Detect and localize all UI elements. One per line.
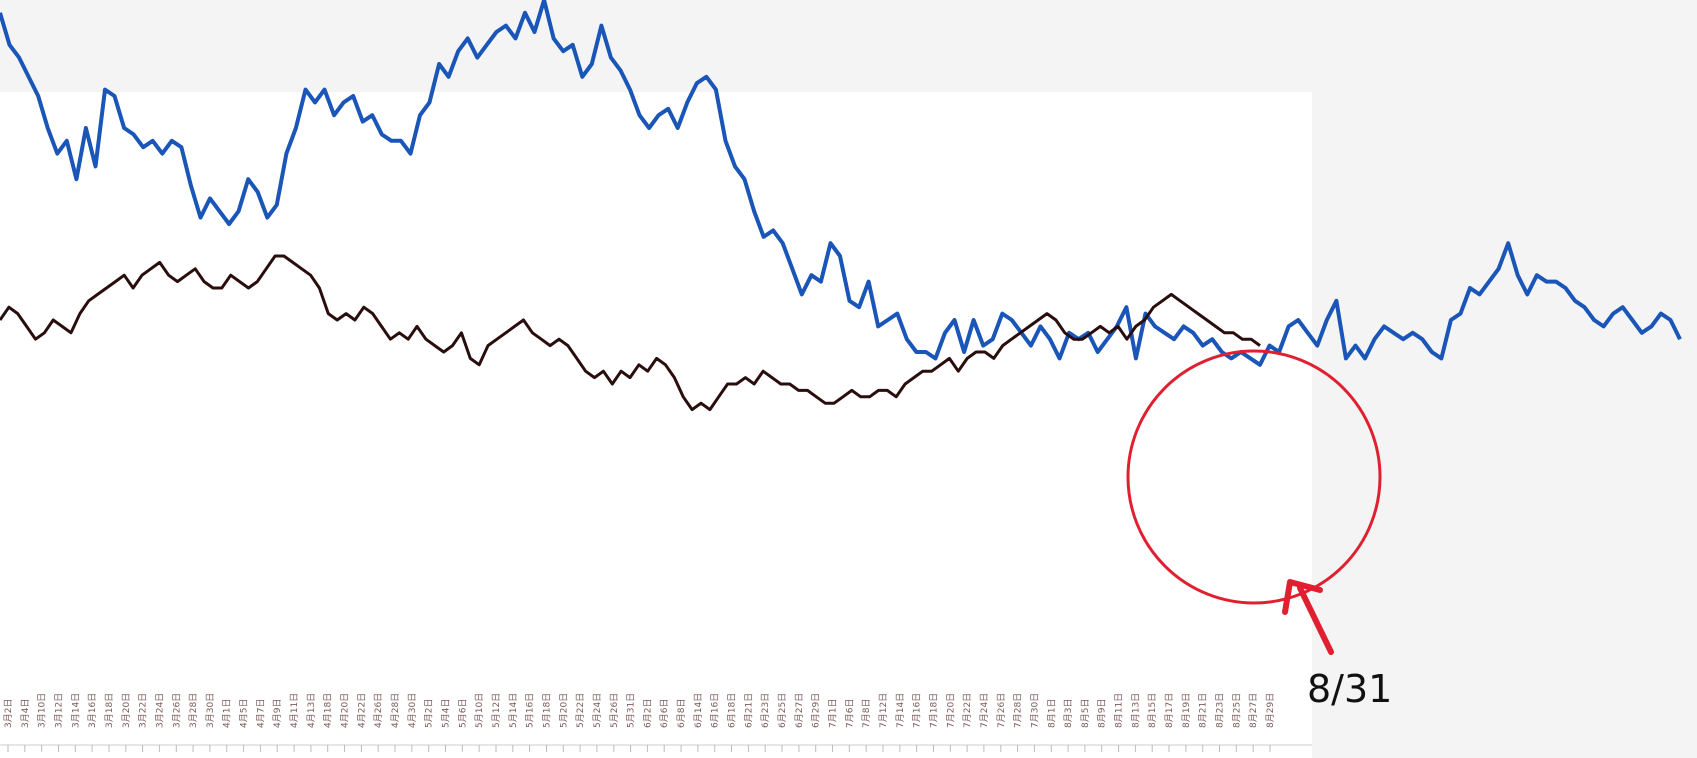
x-tick-label: 5月2日	[424, 699, 435, 728]
x-tick-label: 4月9日	[272, 699, 283, 728]
x-tick-label: 3月12日	[54, 693, 65, 728]
x-tick-label: 5月16日	[525, 693, 536, 728]
background	[0, 92, 1312, 758]
x-tick-label: 3月16日	[87, 693, 98, 728]
x-tick-label: 6月6日	[659, 699, 670, 728]
x-tick-label: 3月26日	[171, 693, 182, 728]
x-tick-label: 8月13日	[1130, 693, 1141, 728]
x-tick-label: 7月24日	[979, 693, 990, 728]
x-tick-label: 3月14日	[70, 693, 81, 728]
x-tick-label: 6月2日	[642, 699, 653, 728]
x-tick-label: 7月28日	[1013, 693, 1024, 728]
x-tick-label: 3月24日	[154, 693, 165, 728]
chart-panel	[0, 92, 1312, 758]
x-tick-label: 6月25日	[777, 693, 788, 728]
x-tick-label: 6月18日	[727, 693, 738, 728]
x-tick-label: 6月8日	[676, 699, 687, 728]
x-tick-label: 6月16日	[710, 693, 721, 728]
x-tick-label: 7月12日	[878, 693, 889, 728]
x-tick-label: 5月20日	[558, 693, 569, 728]
highlight-circle	[1126, 349, 1382, 605]
x-tick-label: 4月7日	[255, 699, 266, 728]
x-tick-label: 4月5日	[239, 699, 250, 728]
x-tick-label: 3月20日	[121, 693, 132, 728]
x-tick-label: 7月6日	[844, 699, 855, 728]
x-tick-label: 4月26日	[373, 693, 384, 728]
x-tick-label: 8月3日	[1063, 699, 1074, 728]
x-tick-label: 5月14日	[508, 693, 519, 728]
x-tick-label: 8月9日	[1097, 699, 1108, 728]
series-line-1	[0, 0, 1682, 367]
x-tick-label: 6月27日	[794, 693, 805, 728]
x-tick-label: 5月10日	[474, 693, 485, 728]
x-tick-label: 4月28日	[390, 693, 401, 728]
x-tick-label: 8月23日	[1215, 693, 1226, 728]
x-tick-label: 3月28日	[188, 693, 199, 728]
x-tick-label: 4月30日	[407, 693, 418, 728]
x-tick-label: 4月20日	[340, 693, 351, 728]
arrow-head	[1282, 579, 1323, 615]
x-tick-label: 7月14日	[895, 693, 906, 728]
x-tick-label: 8月27日	[1248, 693, 1259, 728]
x-tick-label: 8月21日	[1198, 693, 1209, 728]
x-tick-label: 4月11日	[289, 693, 300, 728]
x-tick-label: 7月30日	[1029, 693, 1040, 728]
x-tick-label: 3月22日	[138, 693, 149, 728]
x-tick-label: 6月21日	[743, 693, 754, 728]
x-tick-label: 7月16日	[912, 693, 923, 728]
x-tick-label: 5月12日	[491, 693, 502, 728]
x-tick-label: 7月18日	[929, 693, 940, 728]
x-tick-label: 4月22日	[356, 693, 367, 728]
annotation-label: 8/31	[1307, 667, 1392, 711]
x-tick-label: 8月5日	[1080, 699, 1091, 728]
x-tick-label: 8月19日	[1181, 693, 1192, 728]
x-tick-label: 7月8日	[861, 699, 872, 728]
x-tick-label: 5月18日	[542, 693, 553, 728]
x-tick-label: 8月11日	[1114, 693, 1125, 728]
series-line-2	[0, 254, 1261, 412]
x-tick-label: 5月24日	[592, 693, 603, 728]
series-layer	[0, 0, 1682, 412]
x-tick-label: 7月20日	[945, 693, 956, 728]
x-tick-label: 3月30日	[205, 693, 216, 728]
annotation: 8/31	[1126, 349, 1392, 711]
x-tick-label: 8月15日	[1147, 693, 1158, 728]
x-tick-label: 3月18日	[104, 693, 115, 728]
x-tick-label: 3月2日	[3, 699, 14, 728]
x-tick-label: 4月1日	[222, 699, 233, 728]
x-tick-label: 6月29日	[811, 693, 822, 728]
x-tick-label: 4月18日	[323, 693, 334, 728]
x-tick-label: 8月29日	[1265, 693, 1276, 728]
x-tick-label: 7月1日	[828, 699, 839, 728]
x-tick-label: 4月13日	[306, 693, 317, 728]
x-tick-label: 3月4日	[20, 699, 31, 728]
arrow-shaft	[1297, 585, 1334, 655]
x-tick-label: 5月31日	[626, 693, 637, 728]
x-axis-ticks: 3月2日 3月4日 3月10日 3月12日 3月14日 3月16日 3月18日 3月20日 3月…	[3, 693, 1276, 752]
x-tick-label: 6月23日	[760, 693, 771, 728]
x-tick-label: 8月17日	[1164, 693, 1175, 728]
x-tick-label: 8月25日	[1231, 693, 1242, 728]
x-tick-label: 5月4日	[441, 699, 452, 728]
x-tick-label: 5月22日	[575, 693, 586, 728]
x-tick-label: 7月26日	[996, 693, 1007, 728]
x-tick-label: 3月10日	[37, 693, 48, 728]
x-tick-label: 7月22日	[962, 693, 973, 728]
x-tick-label: 6月14日	[693, 693, 704, 728]
x-tick-label: 8月1日	[1046, 699, 1057, 728]
x-tick-label: 5月26日	[609, 693, 620, 728]
x-tick-label: 5月6日	[457, 699, 468, 728]
